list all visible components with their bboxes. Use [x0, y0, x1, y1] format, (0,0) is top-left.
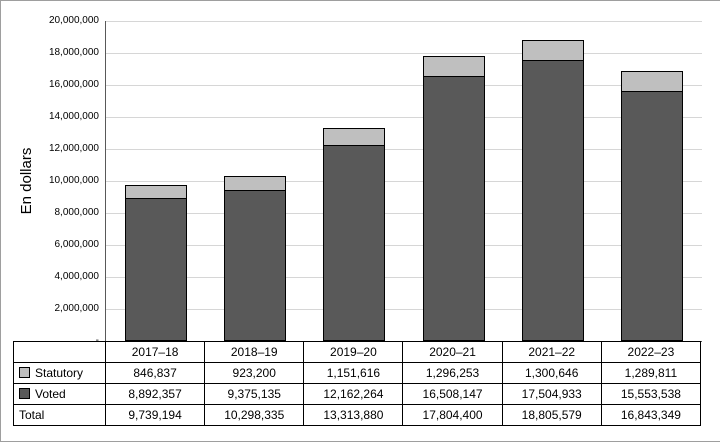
y-tick-label: 10,000,000 [48, 175, 99, 186]
table-cell: 846,837 [104, 362, 206, 384]
voted-segment [621, 92, 683, 341]
total-row-label: Total [13, 404, 106, 426]
statutory-segment [323, 128, 385, 146]
statutory-segment [125, 185, 187, 199]
voted-segment [224, 191, 286, 341]
voted-segment [522, 61, 584, 341]
stacked-bar [522, 40, 584, 341]
table-cell: 2020–21 [402, 341, 503, 363]
voted-row-label: Voted [13, 383, 106, 405]
table-cell: 9,739,194 [104, 404, 206, 426]
table-cell: 15,553,538 [600, 383, 702, 405]
table-cell: 16,508,147 [402, 383, 503, 405]
y-tick-label: 18,000,000 [48, 47, 99, 58]
y-tick-label: - [95, 335, 99, 346]
data-table-body: 2017–18 2018–19 2019–20 2020–21 2021–22 2022–… [13, 341, 702, 426]
statutory-segment [423, 56, 485, 77]
stacked-bar [125, 185, 187, 341]
table-cell: 2021–22 [501, 341, 602, 363]
table-cell: 2022–23 [600, 341, 702, 363]
gridline [106, 117, 702, 118]
gridline [106, 149, 702, 150]
gridline [106, 245, 702, 246]
plot-area [105, 21, 702, 342]
table-cell: 1,151,616 [303, 362, 404, 384]
table-cell: 17,504,933 [501, 383, 602, 405]
gridline [106, 21, 702, 22]
statutory-segment [522, 40, 584, 61]
statutory-row: Statutory 846,837 923,200 1,151,616 1,296,25… [13, 362, 702, 384]
year-header-row: 2017–18 2018–19 2019–20 2020–21 2021–22 2022–… [13, 341, 702, 363]
y-tick-label: 4,000,000 [54, 271, 100, 282]
table-cell: 16,843,349 [600, 404, 702, 426]
stacked-bar [423, 56, 485, 341]
y-tick-label: 8,000,000 [54, 207, 100, 218]
gridline [106, 53, 702, 54]
table-cell: 18,805,579 [501, 404, 602, 426]
table-cell: 10,298,335 [204, 404, 305, 426]
y-tick-label: 6,000,000 [54, 239, 100, 250]
gridline [106, 213, 702, 214]
voted-row: Voted 8,892,357 9,375,135 12,162,264 16,508,… [13, 383, 702, 405]
gridline [106, 181, 702, 182]
y-tick-label: 14,000,000 [48, 111, 99, 122]
voted-segment [423, 77, 485, 341]
voted-segment [323, 146, 385, 341]
y-tick-label: 16,000,000 [48, 79, 99, 90]
table-cell: 12,162,264 [303, 383, 404, 405]
voted-legend-swatch [19, 388, 30, 399]
gridline [106, 309, 702, 310]
voted-segment [125, 199, 187, 341]
table-cell: 923,200 [204, 362, 305, 384]
y-tick-label: 12,000,000 [48, 143, 99, 154]
table-cell: 8,892,357 [104, 383, 206, 405]
stacked-bar [323, 128, 385, 341]
y-tick-label: 2,000,000 [54, 303, 100, 314]
stacked-bar [621, 71, 683, 341]
total-row: Total 9,739,194 10,298,335 13,313,880 17,804… [13, 404, 702, 426]
table-cell: 2017–18 [104, 341, 206, 363]
table-cell: 13,313,880 [303, 404, 404, 426]
table-cell: 1,289,811 [600, 362, 702, 384]
table-cell: 2019–20 [303, 341, 404, 363]
gridline [106, 277, 702, 278]
statutory-row-label: Statutory [13, 362, 106, 384]
statutory-segment [621, 71, 683, 92]
statutory-segment [224, 176, 286, 191]
table-cell: 17,804,400 [402, 404, 503, 426]
stacked-bar [224, 176, 286, 341]
statutory-legend-swatch [19, 367, 30, 378]
table-cell: 9,375,135 [204, 383, 305, 405]
table-cell: 1,296,253 [402, 362, 503, 384]
table-cell: 2018–19 [204, 341, 305, 363]
gridline [106, 85, 702, 86]
y-tick-label: 20,000,000 [48, 15, 99, 26]
table-cell: 1,300,646 [501, 362, 602, 384]
data-table: 2017–18 2018–19 2019–20 2020–21 2021–22 2022–… [13, 341, 702, 426]
